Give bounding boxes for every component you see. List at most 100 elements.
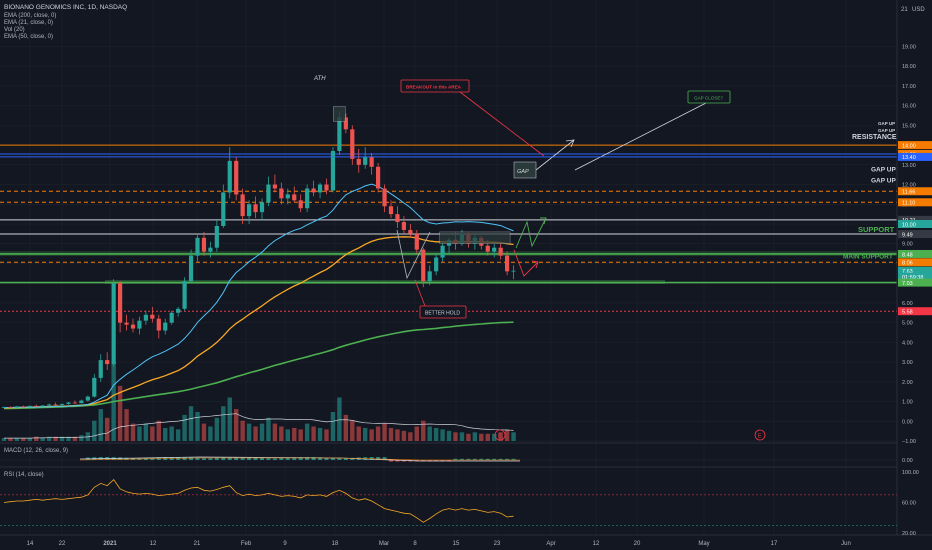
candle[interactable] xyxy=(234,156,239,201)
candle[interactable] xyxy=(511,265,516,280)
candle[interactable] xyxy=(266,176,271,207)
candle[interactable] xyxy=(227,147,232,199)
indicator-label-ema50[interactable]: EMA (50, close, 0) xyxy=(4,34,53,40)
indicator-label-ema21[interactable]: EMA (21, close, 0) xyxy=(4,20,53,26)
candle[interactable] xyxy=(382,184,387,213)
candle[interactable] xyxy=(163,318,168,335)
candle[interactable] xyxy=(395,206,400,228)
candle[interactable] xyxy=(98,354,103,382)
candle[interactable] xyxy=(27,405,32,408)
price-tick-label: 19.00 xyxy=(902,44,916,50)
volume-ma-line xyxy=(4,413,514,439)
candle[interactable] xyxy=(324,178,329,195)
candle[interactable] xyxy=(343,113,348,134)
candle[interactable] xyxy=(272,174,277,193)
candle[interactable] xyxy=(208,241,213,258)
candle[interactable] xyxy=(188,249,194,284)
candle[interactable] xyxy=(59,403,65,406)
time-axis[interactable]: 14 22 2021 12 21 Feb 9 18 Mar 8 15 23 Apr 12 20 May 17 Ju… xyxy=(27,541,851,547)
candle[interactable] xyxy=(408,224,413,238)
macd-hist-bar xyxy=(511,458,516,460)
candle[interactable] xyxy=(253,196,258,219)
ema-lines xyxy=(3,183,514,410)
candle[interactable] xyxy=(1,406,7,409)
candle[interactable] xyxy=(111,279,116,367)
candle[interactable] xyxy=(176,306,181,317)
candle[interactable] xyxy=(118,281,123,333)
candle[interactable] xyxy=(434,253,439,276)
candle[interactable] xyxy=(388,200,394,219)
candle[interactable] xyxy=(182,277,187,311)
candle[interactable] xyxy=(247,200,252,224)
candle[interactable] xyxy=(66,401,71,405)
time-tick-label: 21 xyxy=(194,541,201,547)
macd-label[interactable]: MACD (12, 26, close, 9) xyxy=(4,448,68,454)
candle[interactable] xyxy=(92,373,97,398)
candle[interactable] xyxy=(105,352,110,370)
candle[interactable] xyxy=(169,310,174,325)
indicator-label-ema200[interactable]: EMA (200, close, 0) xyxy=(4,13,56,19)
candle[interactable] xyxy=(85,395,90,402)
candle[interactable] xyxy=(363,147,368,169)
price-tick-label: 18.00 xyxy=(902,64,916,70)
candle[interactable] xyxy=(40,405,45,408)
candle[interactable] xyxy=(259,198,265,221)
volume-bar xyxy=(27,438,32,441)
time-tick-label: May xyxy=(698,541,709,547)
candle[interactable] xyxy=(214,220,219,252)
candle[interactable] xyxy=(401,216,406,234)
earnings-marker-1[interactable] xyxy=(494,429,506,441)
candle[interactable] xyxy=(376,162,381,193)
rsi-label[interactable]: RSI (14, close) xyxy=(4,472,44,478)
candle[interactable] xyxy=(298,194,303,213)
volume-bar xyxy=(446,430,452,441)
better-hold-pointer xyxy=(414,279,426,307)
candle[interactable] xyxy=(201,231,207,256)
candle[interactable] xyxy=(498,243,503,260)
macd-hist-bar xyxy=(505,458,510,460)
candle[interactable] xyxy=(195,233,200,262)
candle[interactable] xyxy=(21,405,26,408)
volume-bar xyxy=(369,429,374,441)
candle[interactable] xyxy=(292,186,297,203)
candle[interactable] xyxy=(14,405,19,408)
candle[interactable] xyxy=(72,400,78,404)
candle[interactable] xyxy=(150,306,155,323)
symbol-title[interactable]: BIONANO GENOMICS INC, 1D, NASDAQ xyxy=(4,4,127,11)
candle[interactable] xyxy=(53,402,58,406)
candle[interactable] xyxy=(285,188,290,205)
candle[interactable] xyxy=(137,316,142,335)
candle[interactable] xyxy=(492,243,497,258)
candle[interactable] xyxy=(350,125,355,165)
time-tick-label: 14 xyxy=(27,541,34,547)
gap-up-label-2: GAP UP xyxy=(871,178,896,185)
candle[interactable] xyxy=(156,314,161,339)
earnings-marker-2[interactable] xyxy=(754,429,766,441)
candle[interactable] xyxy=(440,241,445,262)
candle[interactable] xyxy=(427,265,432,286)
candle[interactable] xyxy=(124,314,129,331)
v-pattern xyxy=(396,229,431,280)
rsi-line[interactable] xyxy=(3,478,514,523)
ema21-line[interactable] xyxy=(4,183,514,408)
candle[interactable] xyxy=(421,247,426,288)
candle[interactable] xyxy=(505,251,510,276)
candle[interactable] xyxy=(79,399,84,404)
candle[interactable] xyxy=(221,184,226,228)
candle[interactable] xyxy=(130,318,136,333)
candle[interactable] xyxy=(330,147,336,193)
ema200-line[interactable] xyxy=(3,321,514,410)
candle[interactable] xyxy=(317,182,323,199)
indicator-label-volume[interactable]: Vol (20) xyxy=(4,27,25,33)
candle[interactable] xyxy=(143,310,148,325)
candle[interactable] xyxy=(311,180,316,197)
candle[interactable] xyxy=(34,404,39,407)
candle[interactable] xyxy=(47,403,52,407)
candle[interactable] xyxy=(8,406,13,408)
candle[interactable] xyxy=(356,149,361,173)
candle[interactable] xyxy=(279,182,284,205)
candle[interactable] xyxy=(305,184,310,213)
candle[interactable] xyxy=(240,188,245,224)
candle[interactable] xyxy=(414,229,419,254)
